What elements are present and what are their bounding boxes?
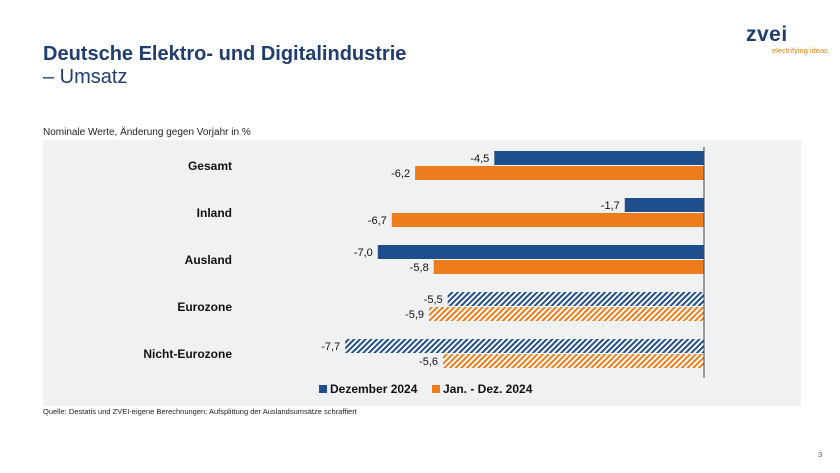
category-label: Nicht-Eurozone [143,347,232,361]
logo-word: zvei [746,23,788,46]
bar [433,260,704,274]
chart-subtitle: Nominale Werte, Änderung gegen Vorjahr i… [43,127,251,138]
bar [494,151,704,165]
bar [429,307,704,321]
zvei-logo: zvei electrifying ideas [746,23,828,54]
data-label: -5,6 [419,356,438,368]
category-label: Gesamt [188,159,232,173]
bar [377,245,704,259]
bar-chart: Gesamt -4,5 -6,2 Inland -1,7 -6,7 Ausland -7,0 -… [143,147,705,396]
logo-tagline: electrifying ideas [772,46,828,55]
legend-swatch [432,385,440,393]
source-note: Quelle: Destatis und ZVEI-eigene Berechn… [43,407,357,416]
category-label: Inland [197,206,232,220]
data-label: -5,9 [405,309,424,321]
bar [624,198,704,212]
data-label: -7,7 [321,341,340,353]
category-label: Eurozone [177,300,232,314]
bar [345,339,704,353]
bar [391,213,704,227]
data-label: -5,8 [410,262,429,274]
bar [443,354,704,368]
chart-area: Gesamt -4,5 -6,2 Inland -1,7 -6,7 Ausland -7,0 -… [43,140,801,406]
data-label: -4,5 [470,153,489,165]
page-title: Deutsche Elektro- und Digitalindustrie [43,43,407,65]
bar [447,292,704,306]
data-label: -7,0 [354,247,373,259]
page-subtitle: – Umsatz [43,66,128,88]
legend-swatch [319,385,327,393]
data-label: -6,7 [368,215,387,227]
data-label: -1,7 [601,200,620,212]
page-number: 3 [818,450,823,459]
bar [415,166,704,180]
legend-label: Dezember 2024 [330,382,418,396]
category-label: Ausland [185,253,232,267]
data-label: -6,2 [391,168,410,180]
data-label: -5,5 [424,294,443,306]
legend-label: Jan. - Dez. 2024 [443,382,533,396]
